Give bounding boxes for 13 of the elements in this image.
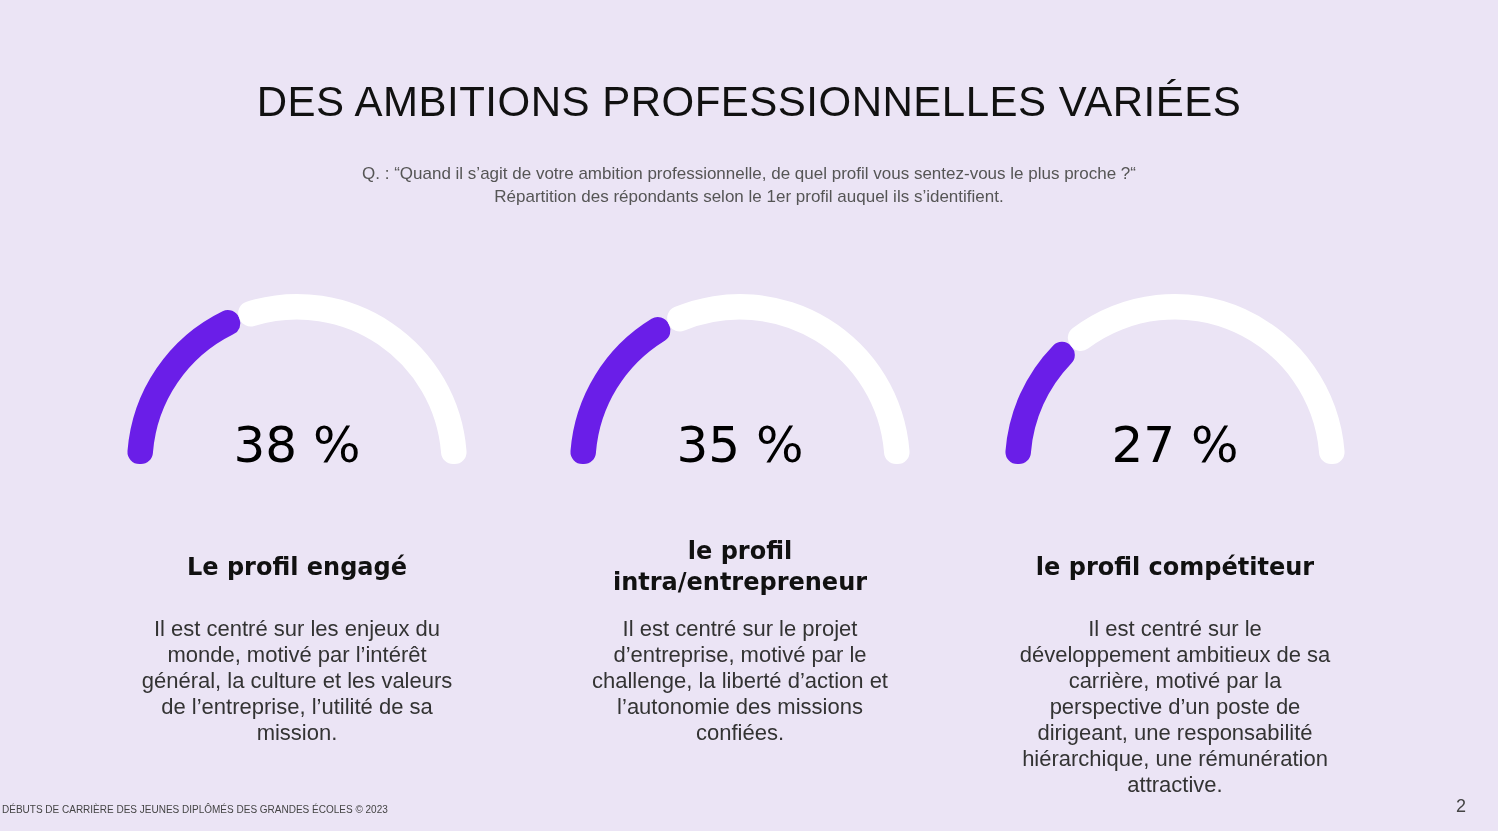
- text: 35 %: [676, 416, 804, 474]
- text: Q. : “Quand il s’agit de votre ambition professionnelle, de quel profil vous sentez-vous le plus proche ?“ Répartition des répondants selon le 1er profil auquel ils s’identifient.: [361, 163, 1137, 208]
- text: 2: [1455, 796, 1466, 817]
- text: DES AMBITIONS PROFESSIONNELLES VARIÉES: [255, 78, 1243, 126]
- text: 38 %: [233, 416, 361, 474]
- text: Il est centré sur les enjeux du monde, motivé par l’intérêt général, la culture et les valeurs de l’entreprise, l’utilité de sa mission.: [140, 616, 454, 746]
- text: le profil compétiteur: [1034, 551, 1316, 583]
- text: Il est centré sur le projet d’entreprise, motivé par le challenge, la liberté d’action et l’autonomie des missions confiées.: [591, 616, 889, 746]
- text: DÉBUTS DE CARRIÈRE DES JEUNES DIPLÔMÉS DES GRANDES ÉCOLES © 2023: [2, 804, 388, 815]
- text: 27 %: [1111, 416, 1239, 474]
- text: Il est centré sur le développement ambitieux de sa carrière, motivé par la perspective d’un poste de dirigeant, une responsabilité hiérarchique, une rémunération attractive.: [1018, 616, 1332, 798]
- text: Le profil engagé: [186, 551, 408, 583]
- text: le profil intra/entrepreneur: [611, 536, 869, 598]
